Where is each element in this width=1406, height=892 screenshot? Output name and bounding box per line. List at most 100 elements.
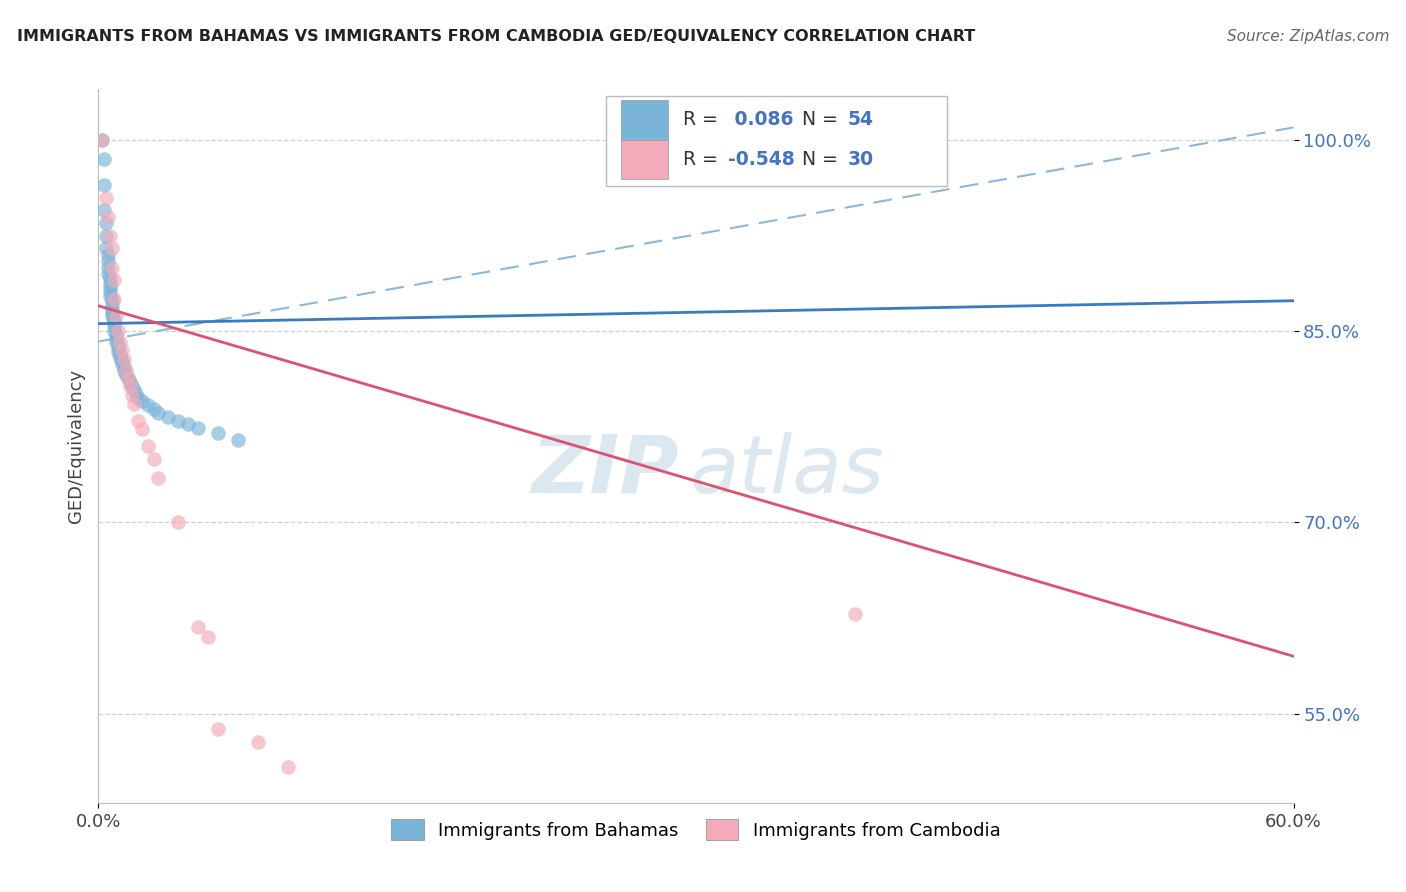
Point bbox=[131, 422, 153, 436]
Point bbox=[93, 178, 115, 192]
Point bbox=[103, 311, 125, 326]
Point bbox=[107, 341, 129, 355]
Point bbox=[110, 347, 132, 361]
Point bbox=[97, 248, 120, 262]
Point bbox=[277, 760, 299, 774]
Text: Source: ZipAtlas.com: Source: ZipAtlas.com bbox=[1226, 29, 1389, 45]
Point bbox=[105, 309, 128, 323]
Point bbox=[96, 190, 118, 204]
Point bbox=[105, 334, 128, 349]
Point bbox=[96, 242, 118, 256]
Point bbox=[98, 276, 122, 290]
Point bbox=[226, 433, 249, 447]
Point bbox=[115, 368, 138, 382]
Point bbox=[96, 216, 118, 230]
Text: -0.548: -0.548 bbox=[728, 150, 794, 169]
FancyBboxPatch shape bbox=[620, 139, 668, 178]
Point bbox=[97, 254, 120, 268]
Point bbox=[103, 319, 125, 334]
Point bbox=[101, 293, 124, 307]
Point bbox=[103, 273, 125, 287]
Point bbox=[117, 371, 139, 385]
Point bbox=[101, 296, 124, 310]
Point bbox=[103, 293, 125, 307]
FancyBboxPatch shape bbox=[606, 96, 948, 186]
Point bbox=[98, 228, 122, 243]
Point bbox=[136, 398, 159, 412]
Point bbox=[111, 343, 134, 358]
Point bbox=[105, 326, 128, 341]
Point bbox=[121, 379, 143, 393]
Point bbox=[148, 406, 170, 420]
Point bbox=[197, 630, 219, 644]
Point bbox=[207, 426, 229, 441]
Point bbox=[127, 391, 149, 405]
Text: ZIP: ZIP bbox=[530, 432, 678, 510]
Point bbox=[136, 439, 159, 453]
Point bbox=[120, 379, 142, 393]
FancyBboxPatch shape bbox=[620, 100, 668, 139]
Point bbox=[103, 315, 125, 329]
Text: IMMIGRANTS FROM BAHAMAS VS IMMIGRANTS FROM CAMBODIA GED/EQUIVALENCY CORRELATION : IMMIGRANTS FROM BAHAMAS VS IMMIGRANTS FR… bbox=[17, 29, 976, 45]
Point bbox=[91, 133, 114, 147]
Point bbox=[107, 337, 129, 351]
Text: R =: R = bbox=[683, 111, 724, 129]
Point bbox=[143, 402, 166, 417]
Point bbox=[97, 210, 120, 224]
Legend: Immigrants from Bahamas, Immigrants from Cambodia: Immigrants from Bahamas, Immigrants from… bbox=[384, 812, 1008, 847]
Point bbox=[167, 516, 190, 530]
Point bbox=[131, 394, 153, 409]
Point bbox=[177, 417, 200, 432]
Point bbox=[101, 301, 124, 316]
Text: atlas: atlas bbox=[690, 432, 884, 510]
Point bbox=[98, 279, 122, 293]
Point bbox=[124, 397, 146, 411]
Point bbox=[98, 270, 122, 285]
Point bbox=[101, 309, 124, 323]
Point bbox=[121, 388, 143, 402]
Y-axis label: GED/Equivalency: GED/Equivalency bbox=[66, 369, 84, 523]
Point bbox=[96, 228, 118, 243]
Point bbox=[125, 386, 148, 401]
Point bbox=[187, 421, 209, 435]
Point bbox=[111, 358, 134, 372]
Point bbox=[115, 362, 138, 376]
Text: R =: R = bbox=[683, 150, 724, 169]
Point bbox=[111, 353, 134, 368]
Text: 0.086: 0.086 bbox=[728, 111, 794, 129]
Point bbox=[112, 352, 135, 367]
Point bbox=[98, 288, 122, 302]
Point bbox=[101, 260, 124, 275]
Point bbox=[167, 413, 190, 427]
Point bbox=[107, 344, 129, 359]
Point bbox=[105, 331, 128, 345]
Point bbox=[91, 133, 114, 147]
Point bbox=[120, 376, 142, 390]
Point bbox=[93, 153, 115, 167]
Point bbox=[93, 203, 115, 218]
Point bbox=[148, 471, 170, 485]
Point bbox=[110, 351, 132, 365]
Point bbox=[207, 722, 229, 736]
Point bbox=[844, 607, 866, 622]
Point bbox=[97, 267, 120, 281]
Point bbox=[143, 451, 166, 466]
Point bbox=[112, 364, 135, 378]
Text: N =: N = bbox=[803, 150, 844, 169]
Point bbox=[246, 734, 269, 748]
Text: 30: 30 bbox=[848, 150, 875, 169]
Point bbox=[124, 383, 146, 397]
Point bbox=[101, 242, 124, 256]
Text: 54: 54 bbox=[848, 111, 873, 129]
Point bbox=[117, 371, 139, 385]
Point bbox=[157, 409, 180, 424]
Point bbox=[98, 284, 122, 298]
Point bbox=[107, 324, 129, 338]
Point bbox=[112, 359, 135, 374]
Point bbox=[103, 324, 125, 338]
Text: N =: N = bbox=[803, 111, 844, 129]
Point bbox=[101, 305, 124, 319]
Point bbox=[127, 413, 149, 427]
Point bbox=[97, 260, 120, 275]
Point bbox=[110, 334, 132, 349]
